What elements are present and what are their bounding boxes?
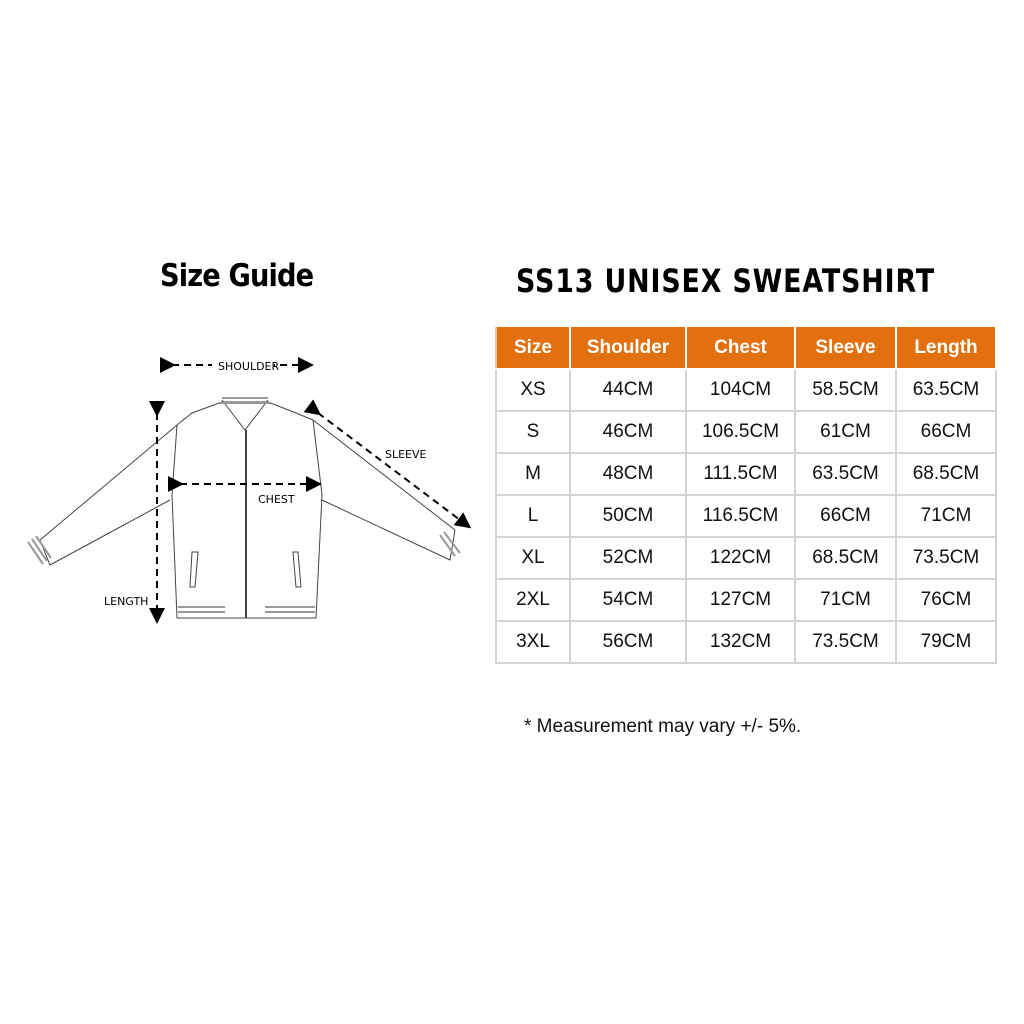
table-row: XS 44CM 104CM 58.5CM 63.5CM xyxy=(495,368,997,412)
table-header-row: Size Shoulder Chest Sleeve Length xyxy=(495,325,997,370)
table-cell: S xyxy=(495,410,571,454)
table-cell: 3XL xyxy=(495,620,571,664)
table-cell: 54CM xyxy=(569,578,687,622)
measurement-note: * Measurement may vary +/- 5%. xyxy=(524,716,802,737)
table-cell: 127CM xyxy=(685,578,796,622)
table-cell: 66CM xyxy=(794,494,897,538)
table-cell: M xyxy=(495,452,571,496)
sleeve-label: SLEEVE xyxy=(385,448,427,461)
table-row: XL 52CM 122CM 68.5CM 73.5CM xyxy=(495,536,997,580)
table-cell: XL xyxy=(495,536,571,580)
table-cell: 104CM xyxy=(685,368,796,412)
ribbing xyxy=(27,397,461,613)
table-cell: XS xyxy=(495,368,571,412)
table-cell: 52CM xyxy=(569,536,687,580)
table-cell: 71CM xyxy=(794,578,897,622)
table-cell: 116.5CM xyxy=(685,494,796,538)
table-cell: 66CM xyxy=(895,410,997,454)
jacket-outline xyxy=(39,399,456,619)
table-cell: 58.5CM xyxy=(794,368,897,412)
table-row: L 50CM 116.5CM 66CM 71CM xyxy=(495,494,997,538)
table-cell: 48CM xyxy=(569,452,687,496)
length-label: LENGTH xyxy=(104,595,148,608)
table-row: 2XL 54CM 127CM 71CM 76CM xyxy=(495,578,997,622)
table-cell: 68.5CM xyxy=(794,536,897,580)
table-cell: 71CM xyxy=(895,494,997,538)
size-guide-title: Size Guide xyxy=(160,258,314,294)
table-cell: 106.5CM xyxy=(685,410,796,454)
table-cell: 63.5CM xyxy=(794,452,897,496)
table-cell: 122CM xyxy=(685,536,796,580)
table-cell: 73.5CM xyxy=(895,536,997,580)
column-header: Shoulder xyxy=(569,325,687,370)
table-row: S 46CM 106.5CM 61CM 66CM xyxy=(495,410,997,454)
shoulder-label: SHOULDER xyxy=(218,360,280,373)
product-title: SS13 UNISEX SWEATSHIRT xyxy=(516,262,935,300)
table-row: M 48CM 111.5CM 63.5CM 68.5CM xyxy=(495,452,997,496)
column-header: Length xyxy=(895,325,997,370)
table-cell: 68.5CM xyxy=(895,452,997,496)
size-table: Size Shoulder Chest Sleeve Length XS 44CM… xyxy=(495,325,997,664)
table-cell: 76CM xyxy=(895,578,997,622)
table-cell: 132CM xyxy=(685,620,796,664)
table-cell: 46CM xyxy=(569,410,687,454)
column-header: Sleeve xyxy=(794,325,897,370)
chest-label: CHEST xyxy=(258,493,295,506)
column-header: Chest xyxy=(685,325,796,370)
table-cell: 73.5CM xyxy=(794,620,897,664)
table-row: 3XL 56CM 132CM 73.5CM 79CM xyxy=(495,620,997,664)
column-header: Size xyxy=(495,325,571,370)
table-cell: L xyxy=(495,494,571,538)
table-cell: 61CM xyxy=(794,410,897,454)
table-cell: 63.5CM xyxy=(895,368,997,412)
table-cell: 79CM xyxy=(895,620,997,664)
table-cell: 50CM xyxy=(569,494,687,538)
table-cell: 56CM xyxy=(569,620,687,664)
table-cell: 111.5CM xyxy=(685,452,796,496)
sleeve-arrow xyxy=(303,399,472,529)
table-cell: 44CM xyxy=(569,368,687,412)
table-cell: 2XL xyxy=(495,578,571,622)
